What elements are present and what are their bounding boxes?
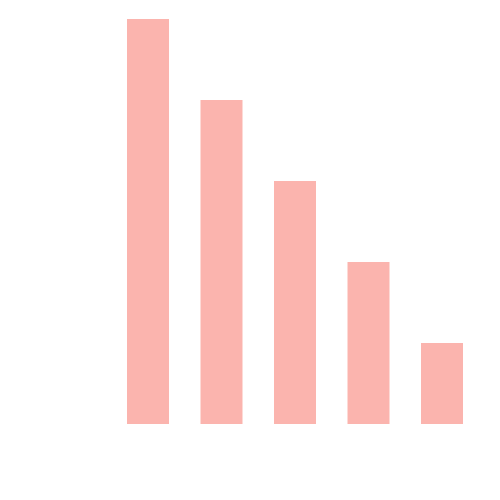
- bar: [127, 19, 169, 424]
- bar: [274, 181, 316, 424]
- bar: [200, 100, 243, 424]
- bar: [347, 262, 390, 424]
- bar: [421, 343, 463, 424]
